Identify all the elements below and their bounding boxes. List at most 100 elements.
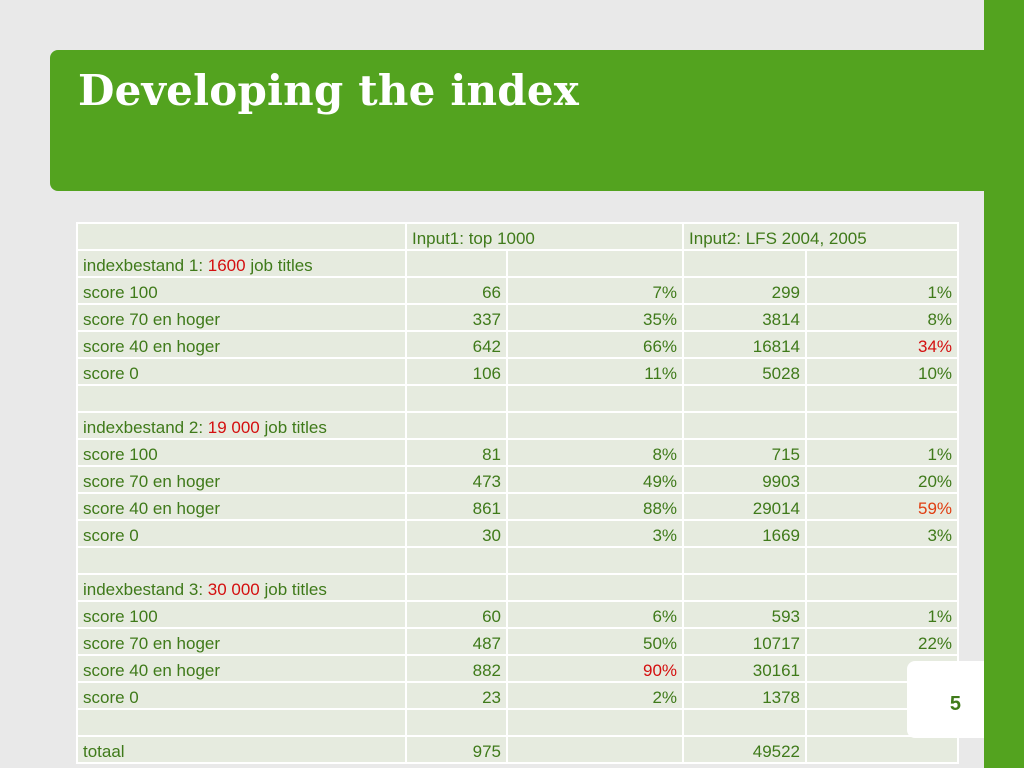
table-row: score 70 en hoger 473 49% 9903 20%	[76, 465, 960, 494]
input2-count: 5028	[682, 357, 808, 386]
row-label: score 100	[76, 276, 407, 305]
row-label: score 70 en hoger	[76, 465, 407, 494]
table-row: score 0 106 11% 5028 10%	[76, 357, 960, 386]
input2-percent: 22%	[805, 627, 960, 656]
empty-cell	[405, 573, 508, 602]
empty-cell	[405, 384, 508, 413]
empty-cell	[76, 708, 407, 737]
input2-percent-highlight: 59%	[805, 492, 960, 521]
title-banner: Developing the index	[50, 50, 984, 191]
input2-count: 3814	[682, 303, 808, 332]
section-header-row: indexbestand 2: 19 000 job titles	[76, 411, 960, 440]
input1-count: 487	[405, 627, 508, 656]
table-row: score 70 en hoger 487 50% 10717 22%	[76, 627, 960, 656]
input1-percent: 2%	[505, 681, 685, 710]
total-label: totaal	[76, 735, 407, 764]
empty-cell	[505, 708, 685, 737]
empty-cell	[682, 573, 808, 602]
empty-cell	[805, 249, 960, 278]
input2-count: 16814	[682, 330, 808, 359]
input2-total: 49522	[682, 735, 808, 764]
row-label: score 0	[76, 519, 407, 548]
input1-percent: 8%	[505, 438, 685, 467]
header-cell-empty	[76, 222, 407, 251]
empty-cell	[505, 384, 685, 413]
input1-count: 337	[405, 303, 508, 332]
input1-percent: 49%	[505, 465, 685, 494]
input2-percent: 10%	[805, 357, 960, 386]
section-label-count: 1600	[207, 256, 246, 275]
empty-cell	[505, 735, 685, 764]
input1-percent-highlight: 90%	[505, 654, 685, 683]
header-cell-input1: Input1: top 1000	[404, 222, 685, 251]
section-label-prefix: indexbestand 2:	[83, 418, 208, 437]
empty-cell	[682, 411, 808, 440]
table-row: score 0 30 3% 1669 3%	[76, 519, 960, 548]
input1-total: 975	[405, 735, 508, 764]
empty-cell	[505, 573, 685, 602]
empty-cell	[76, 384, 407, 413]
page-number-box: 5	[907, 661, 984, 738]
section-label-count: 30 000	[207, 580, 260, 599]
empty-cell	[405, 411, 508, 440]
total-row: totaal 975 49522	[76, 735, 960, 764]
row-label: score 0	[76, 681, 407, 710]
spacer-row	[76, 708, 960, 737]
input2-count: 29014	[682, 492, 808, 521]
input1-percent: 7%	[505, 276, 685, 305]
table-row: score 100 66 7% 299 1%	[76, 276, 960, 305]
page-number: 5	[949, 693, 961, 715]
section-label-suffix: job titles	[245, 256, 313, 275]
row-label: score 70 en hoger	[76, 303, 407, 332]
empty-cell	[805, 384, 960, 413]
input2-percent: 1%	[805, 600, 960, 629]
empty-cell	[805, 735, 960, 764]
table-header-row: Input1: top 1000 Input2: LFS 2004, 2005	[76, 222, 960, 251]
input1-count: 60	[405, 600, 508, 629]
input1-percent: 50%	[505, 627, 685, 656]
input1-percent: 3%	[505, 519, 685, 548]
input2-count: 9903	[682, 465, 808, 494]
section-header-row: indexbestand 3: 30 000 job titles	[76, 573, 960, 602]
empty-cell	[405, 708, 508, 737]
row-label: score 70 en hoger	[76, 627, 407, 656]
index-data-table: Input1: top 1000 Input2: LFS 2004, 2005 …	[76, 222, 960, 764]
empty-cell	[405, 546, 508, 575]
table-row: score 40 en hoger 882 90% 30161 61%	[76, 654, 960, 683]
table-row: score 70 en hoger 337 35% 3814 8%	[76, 303, 960, 332]
input1-percent: 88%	[505, 492, 685, 521]
empty-cell	[505, 546, 685, 575]
section-label-suffix: job titles	[259, 580, 327, 599]
input2-percent: 20%	[805, 465, 960, 494]
data-table-container: Input1: top 1000 Input2: LFS 2004, 2005 …	[76, 222, 960, 764]
empty-cell	[505, 249, 685, 278]
table-row: score 100 81 8% 715 1%	[76, 438, 960, 467]
row-label: score 100	[76, 438, 407, 467]
table-row: score 40 en hoger 861 88% 29014 59%	[76, 492, 960, 521]
input2-count: 10717	[682, 627, 808, 656]
empty-cell	[682, 546, 808, 575]
section-label-count: 19 000	[207, 418, 260, 437]
section-label: indexbestand 3: 30 000 job titles	[76, 573, 407, 602]
empty-cell	[805, 546, 960, 575]
section-label: indexbestand 1: 1600 job titles	[76, 249, 407, 278]
table-row: score 0 23 2% 1378 3%	[76, 681, 960, 710]
section-label-prefix: indexbestand 3:	[83, 580, 208, 599]
empty-cell	[805, 573, 960, 602]
input2-percent: 1%	[805, 276, 960, 305]
input1-percent: 11%	[505, 357, 685, 386]
input2-count: 715	[682, 438, 808, 467]
section-header-row: indexbestand 1: 1600 job titles	[76, 249, 960, 278]
input1-count: 23	[405, 681, 508, 710]
input2-percent: 1%	[805, 438, 960, 467]
row-label: score 40 en hoger	[76, 492, 407, 521]
input2-count: 593	[682, 600, 808, 629]
input2-percent-highlight: 34%	[805, 330, 960, 359]
empty-cell	[682, 249, 808, 278]
input2-percent: 8%	[805, 303, 960, 332]
right-accent-strip	[984, 0, 1024, 768]
spacer-row	[76, 384, 960, 413]
input1-count: 30	[405, 519, 508, 548]
input2-count: 30161	[682, 654, 808, 683]
row-label: score 40 en hoger	[76, 330, 407, 359]
